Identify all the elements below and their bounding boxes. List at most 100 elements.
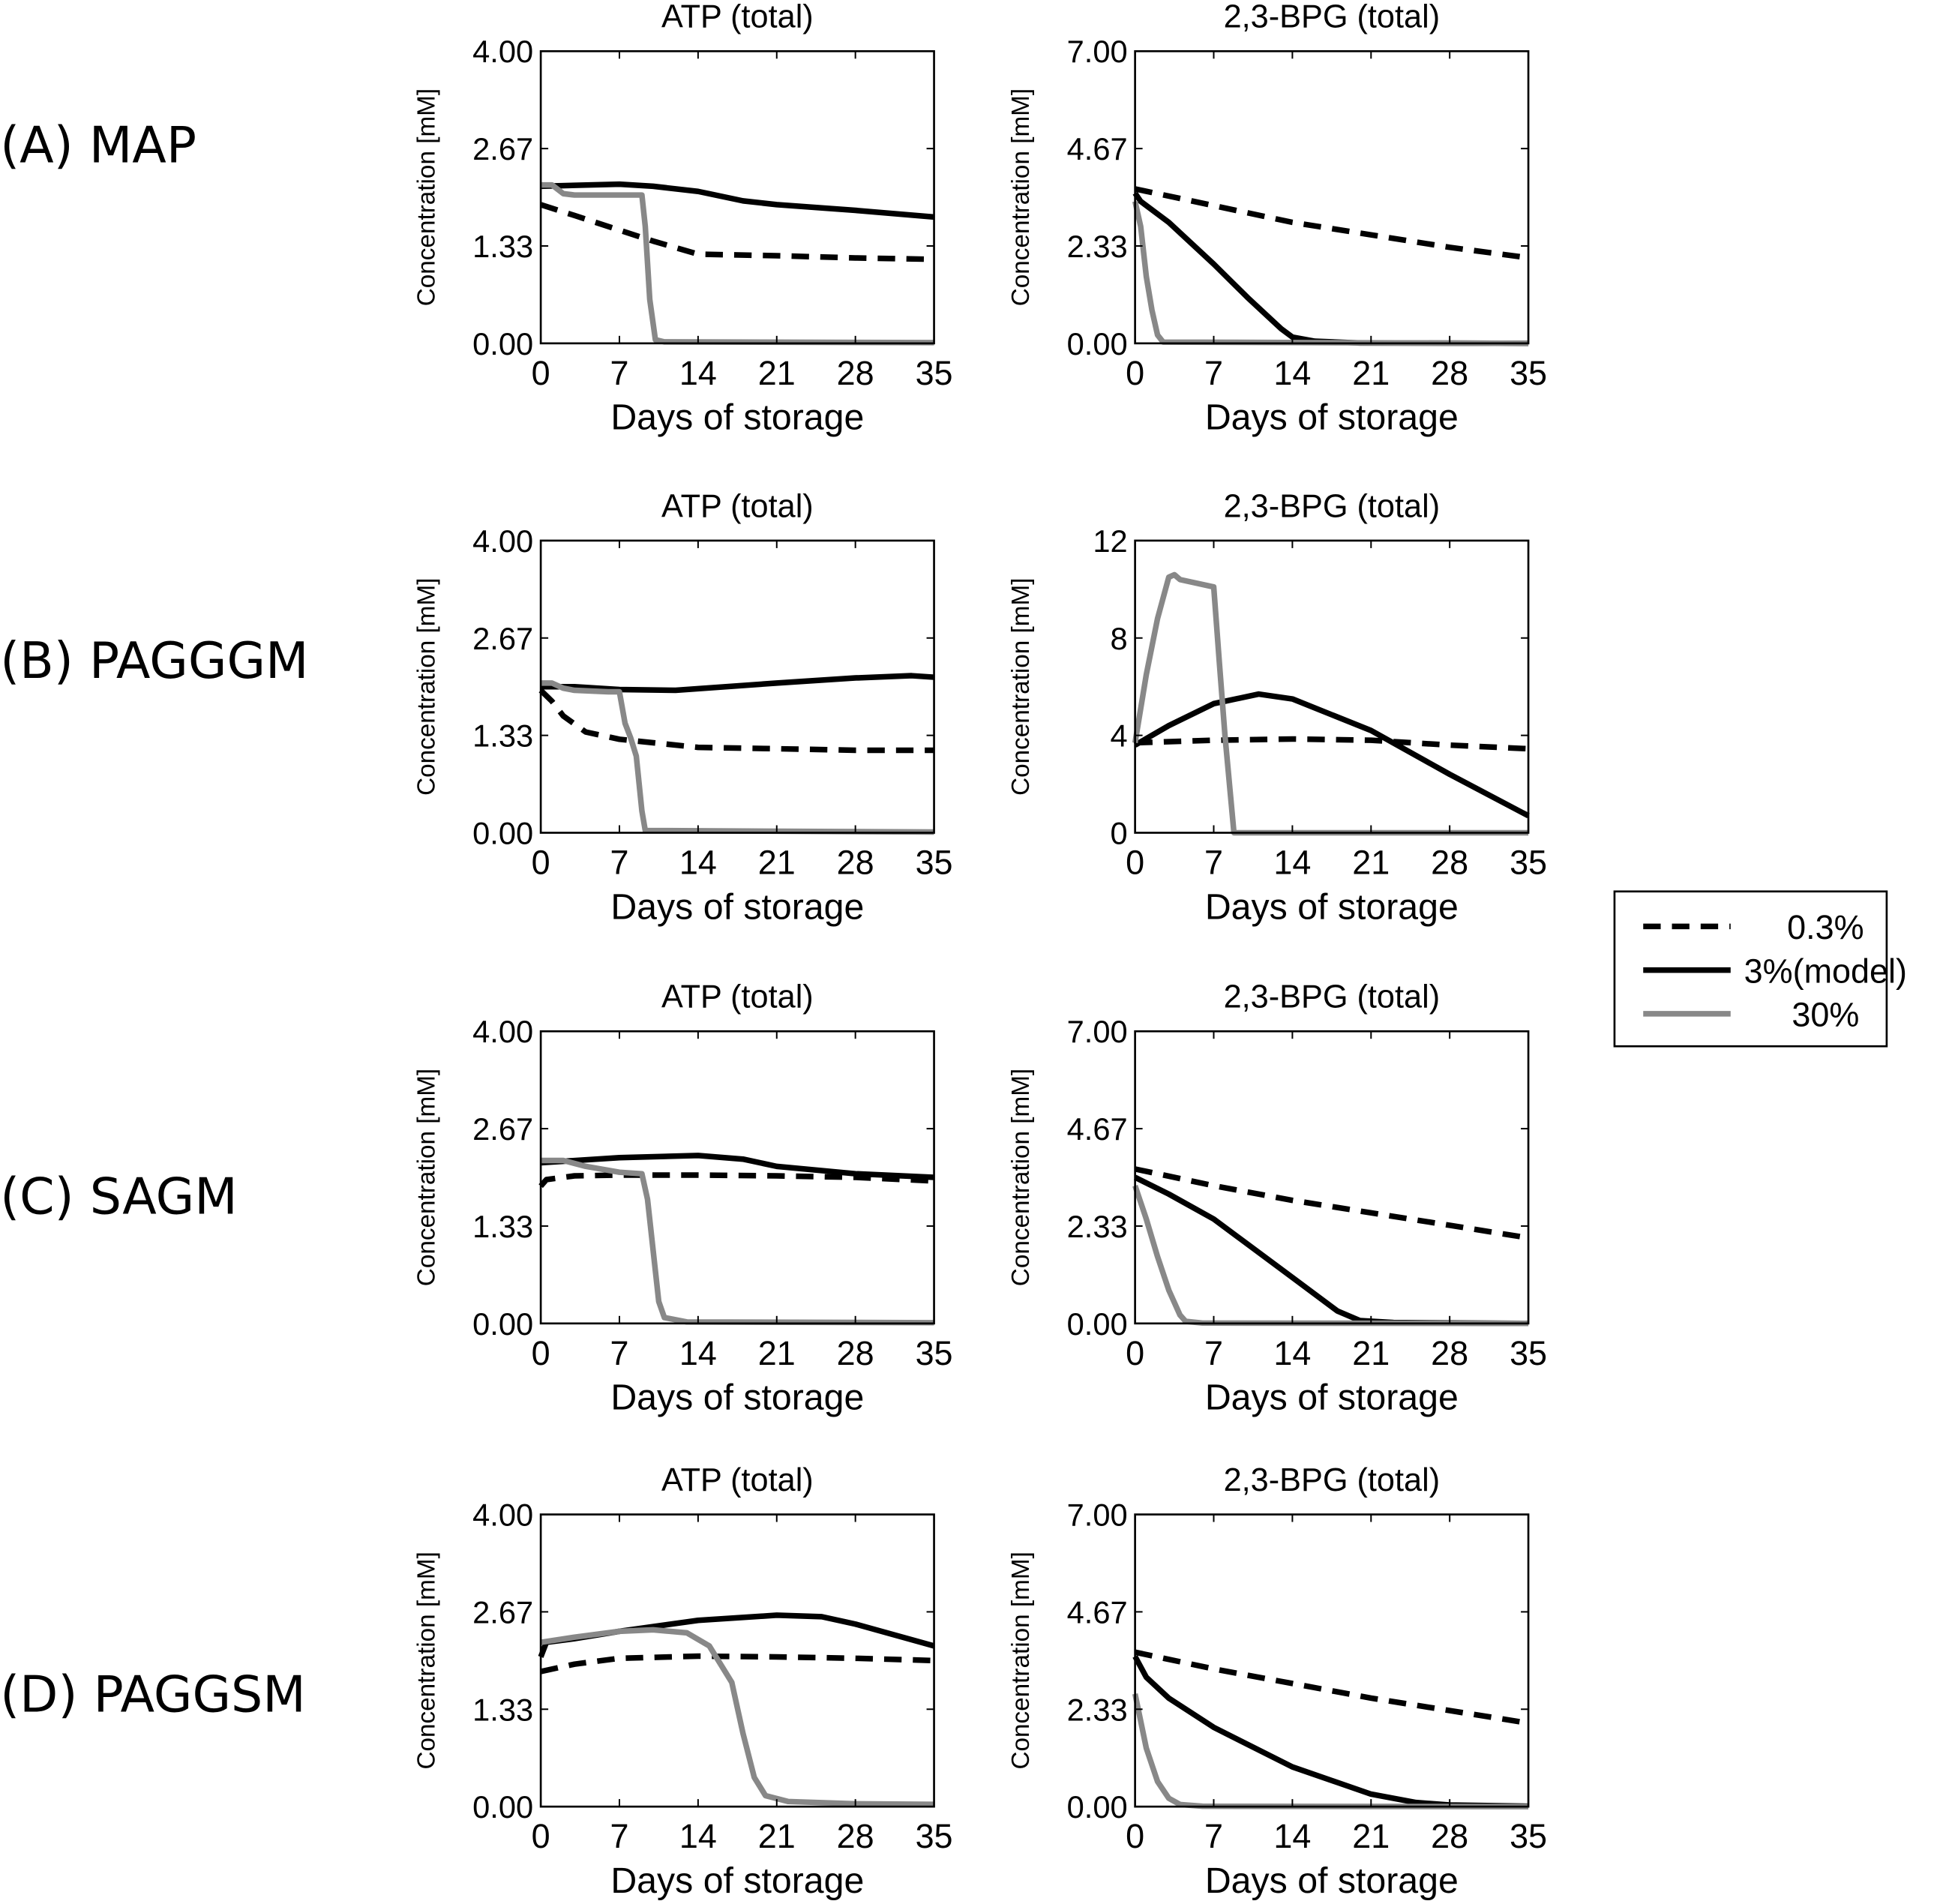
y-tick-label: 4 [1110,718,1127,754]
series-line-3pct-model [1132,191,1529,346]
y-tick-label: 0.00 [472,1306,533,1342]
plot-frame [1134,539,1530,834]
x-tick-label: 0 [532,1334,550,1372]
y-tick-label: 2.67 [472,621,533,656]
x-tick-label: 0 [532,354,550,392]
y-tick-label: 0.00 [472,815,533,850]
x-tick-label: 28 [1431,354,1468,392]
x-tick-label: 35 [1510,1817,1547,1855]
x-axis-label: Days of storage [1205,1378,1459,1418]
x-axis-label: Days of storage [610,1378,864,1418]
x-tick-label: 7 [1204,354,1223,392]
y-tick-label: 2.33 [1067,1209,1128,1244]
series-line-30pct [541,181,934,346]
x-tick-label: 21 [758,1334,796,1372]
x-tick-label: 35 [916,1817,953,1855]
plot-frame [1134,1513,1530,1808]
x-tick-label: 0 [1126,843,1144,881]
x-tick-label: 0 [532,843,550,881]
plot-frame [1134,49,1530,345]
series-line-0-3pct [538,688,934,754]
panel-title: 2,3-BPG (total) [1224,979,1441,1015]
series-line-3pct-model [541,673,934,694]
x-tick-label: 14 [1273,1334,1311,1372]
series-line-0-3pct [538,1172,934,1189]
series-line-0-3pct [1134,1166,1529,1241]
x-tick-label: 28 [837,1334,874,1372]
x-axis-label: Days of storage [610,397,864,438]
plot-frame [539,1513,935,1808]
y-axis-label: Concentration [mM] [1007,578,1035,796]
y-tick-label: 1.33 [472,1692,533,1727]
series-line-0-3pct [1134,186,1529,261]
series-line-3pct-model [1132,1655,1529,1810]
series-line-30pct [541,680,934,835]
x-tick-label: 14 [679,843,717,881]
y-tick-label: 0 [1110,815,1127,850]
panel-title: 2,3-BPG (total) [1224,488,1441,524]
series-line-0-3pct [1134,1649,1529,1726]
panel: 2,3-BPG (total) 0 7 14 21 28 35 0.00 2.33 4.67 7.0… [1007,0,1547,438]
x-tick-label: 7 [610,1334,629,1372]
x-tick-label: 28 [1431,1817,1468,1855]
series-line-3pct-model [1133,691,1530,819]
x-tick-label: 0 [1126,354,1144,392]
y-tick-label: 2.33 [1067,1692,1128,1727]
x-tick-label: 14 [1273,1817,1311,1855]
x-tick-label: 35 [1510,1334,1547,1372]
series-line-3pct-model [540,1153,934,1180]
x-tick-label: 35 [916,843,953,881]
x-tick-label: 28 [837,354,874,392]
x-tick-label: 14 [1273,843,1311,881]
x-tick-label: 14 [679,1334,717,1372]
series-line-3pct-model [541,181,934,220]
x-tick-label: 7 [610,843,629,881]
plot-frame [539,49,935,345]
y-tick-label: 0.00 [1067,326,1128,361]
x-tick-label: 28 [1431,843,1468,881]
row-label: (B) PAGGGM [0,631,308,690]
y-tick-label: 2.67 [472,131,533,166]
panel: 2,3-BPG (total) 0 7 14 21 28 35 0.00 2.33 4.67 7.0… [1007,1462,1547,1901]
x-tick-label: 28 [1431,1334,1468,1372]
y-tick-label: 7.00 [1067,1014,1128,1049]
panel-title: ATP (total) [661,0,814,35]
plot-frame [539,1030,935,1325]
x-tick-label: 35 [916,354,953,392]
panel-title: ATP (total) [661,979,814,1015]
series-line-0-3pct [1135,736,1529,752]
x-axis-label: Days of storage [610,1861,864,1901]
row-label: (D) PAGGSM [0,1666,306,1724]
plot-frame [539,539,935,834]
panel-title: 2,3-BPG (total) [1224,1462,1441,1498]
x-tick-label: 21 [1352,354,1390,392]
x-axis-label: Days of storage [610,886,864,927]
y-tick-label: 4.00 [472,34,533,69]
series-line-3pct-model [1133,1174,1529,1327]
series-line-30pct [541,1157,934,1326]
y-axis-label: Concentration [mM] [1007,1552,1035,1769]
series-line-30pct [1132,571,1529,836]
panel-title: ATP (total) [661,488,814,524]
legend-label: 0.3% [1787,908,1864,946]
y-axis-label: Concentration [mM] [413,1069,441,1286]
y-tick-label: 7.00 [1067,34,1128,69]
x-tick-label: 21 [1352,843,1390,881]
y-tick-label: 2.33 [1067,229,1128,264]
x-tick-label: 14 [1273,354,1311,392]
x-tick-label: 28 [837,1817,874,1855]
row-label: (C) SAGM [0,1167,238,1225]
series-line-30pct [1132,200,1529,346]
y-tick-label: 0.00 [472,1789,533,1825]
x-tick-label: 21 [758,843,796,881]
panel: 2,3-BPG (total) 0 7 14 21 28 35 0.00 2.33 4.67 7.0… [1007,979,1547,1418]
series-line-30pct [540,1627,934,1807]
y-tick-label: 7.00 [1067,1498,1128,1533]
plot-frame [1134,1030,1530,1325]
y-tick-label: 8 [1110,621,1127,656]
panel: ATP (total) 0 7 14 21 28 35 0.00 1.33 2.67 4.00 Day… [413,0,953,438]
x-tick-label: 14 [679,1817,717,1855]
panel: 2,3-BPG (total) 0 7 14 21 28 35 0 4 8 12 Days of st… [1007,488,1547,927]
x-tick-label: 35 [916,1334,953,1372]
